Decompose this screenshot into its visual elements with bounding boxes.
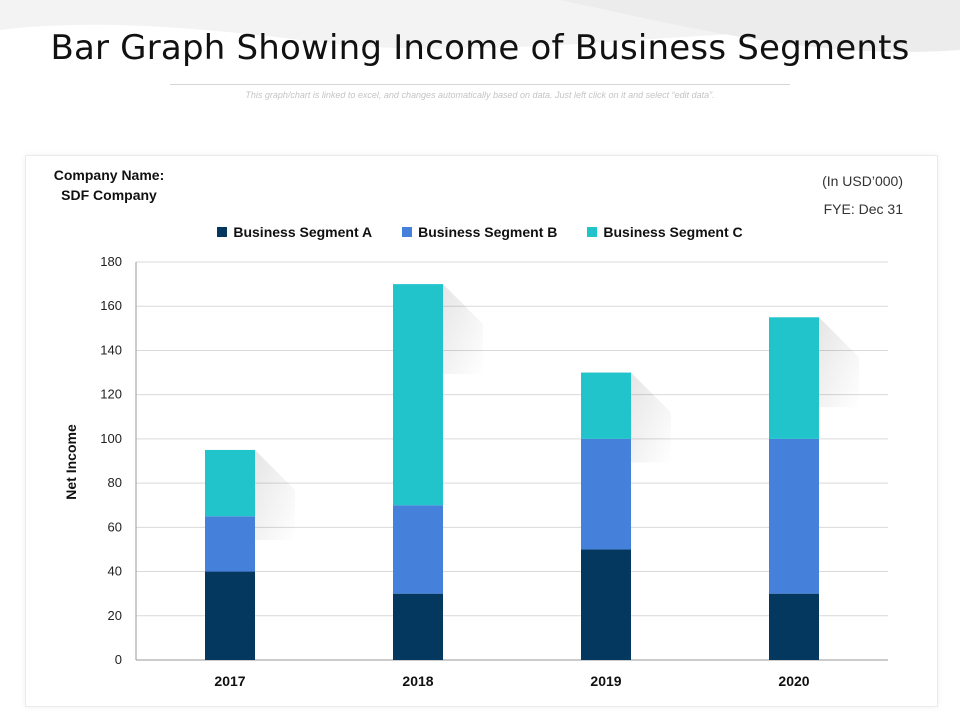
bar-2019-segment-a bbox=[581, 549, 631, 660]
slide-subtitle: This graph/chart is linked to excel, and… bbox=[245, 90, 715, 100]
y-tick-label: 160 bbox=[100, 298, 122, 313]
legend-label-segment-b: Business Segment B bbox=[418, 224, 558, 240]
y-tick-label: 80 bbox=[108, 475, 122, 490]
y-tick-label: 0 bbox=[115, 652, 122, 667]
chart-legend: Business Segment A Business Segment B Bu… bbox=[0, 224, 960, 240]
legend-swatch-segment-c bbox=[587, 227, 598, 237]
y-tick-label: 40 bbox=[108, 564, 122, 579]
legend-label-segment-c: Business Segment C bbox=[603, 224, 743, 240]
company-info: Company Name: SDF Company bbox=[38, 165, 180, 205]
bar-2017-segment-c bbox=[205, 449, 255, 517]
legend-label-segment-a: Business Segment A bbox=[233, 224, 373, 240]
fiscal-year-end: FYE: Dec 31 bbox=[823, 201, 903, 217]
legend-item-segment-b: Business Segment B bbox=[402, 224, 557, 240]
bar-2020-segment-b bbox=[769, 438, 819, 594]
y-tick-label: 60 bbox=[108, 519, 122, 534]
y-tick-label: 100 bbox=[100, 431, 122, 446]
company-name-label: Company Name: bbox=[53, 167, 165, 183]
bar-shadow-2020 bbox=[819, 317, 859, 408]
y-tick-label: 120 bbox=[100, 387, 122, 402]
units-info: (In USD’000) FYE: Dec 31 bbox=[822, 167, 903, 223]
x-tick-label-2020: 2020 bbox=[778, 673, 809, 689]
y-tick-label: 20 bbox=[108, 608, 122, 623]
legend-item-segment-a: Business Segment A bbox=[217, 224, 372, 240]
legend-item-segment-c: Business Segment C bbox=[587, 224, 743, 240]
currency-note: (In USD’000) bbox=[822, 173, 903, 189]
x-tick-label-2018: 2018 bbox=[402, 673, 433, 689]
bar-2018-segment-c bbox=[393, 284, 443, 506]
bar-2018-segment-b bbox=[393, 505, 443, 594]
y-tick-label: 140 bbox=[100, 342, 122, 357]
x-tick-label-2019: 2019 bbox=[590, 673, 621, 689]
bar-2020-segment-c bbox=[769, 317, 819, 439]
bar-2017-segment-a bbox=[205, 571, 255, 660]
bar-2019-segment-c bbox=[581, 372, 631, 439]
bar-2019-segment-b bbox=[581, 438, 631, 550]
x-tick-label-2017: 2017 bbox=[214, 673, 245, 689]
bar-shadow-2019 bbox=[631, 372, 671, 463]
company-name-value: SDF Company bbox=[61, 187, 157, 203]
legend-swatch-segment-a bbox=[217, 227, 228, 237]
background-swoosh bbox=[0, 0, 960, 52]
bar-2020-segment-a bbox=[769, 593, 819, 660]
title-divider bbox=[170, 84, 790, 85]
slide-title: Bar Graph Showing Income of Business Seg… bbox=[50, 28, 910, 68]
y-axis-title: Net Income bbox=[63, 424, 79, 500]
bar-shadow-2017 bbox=[255, 449, 295, 540]
y-tick-label: 180 bbox=[100, 254, 122, 269]
bar-2017-segment-b bbox=[205, 516, 255, 572]
legend-swatch-segment-b bbox=[402, 227, 413, 237]
bar-shadow-2018 bbox=[443, 284, 483, 375]
bar-2018-segment-a bbox=[393, 593, 443, 660]
